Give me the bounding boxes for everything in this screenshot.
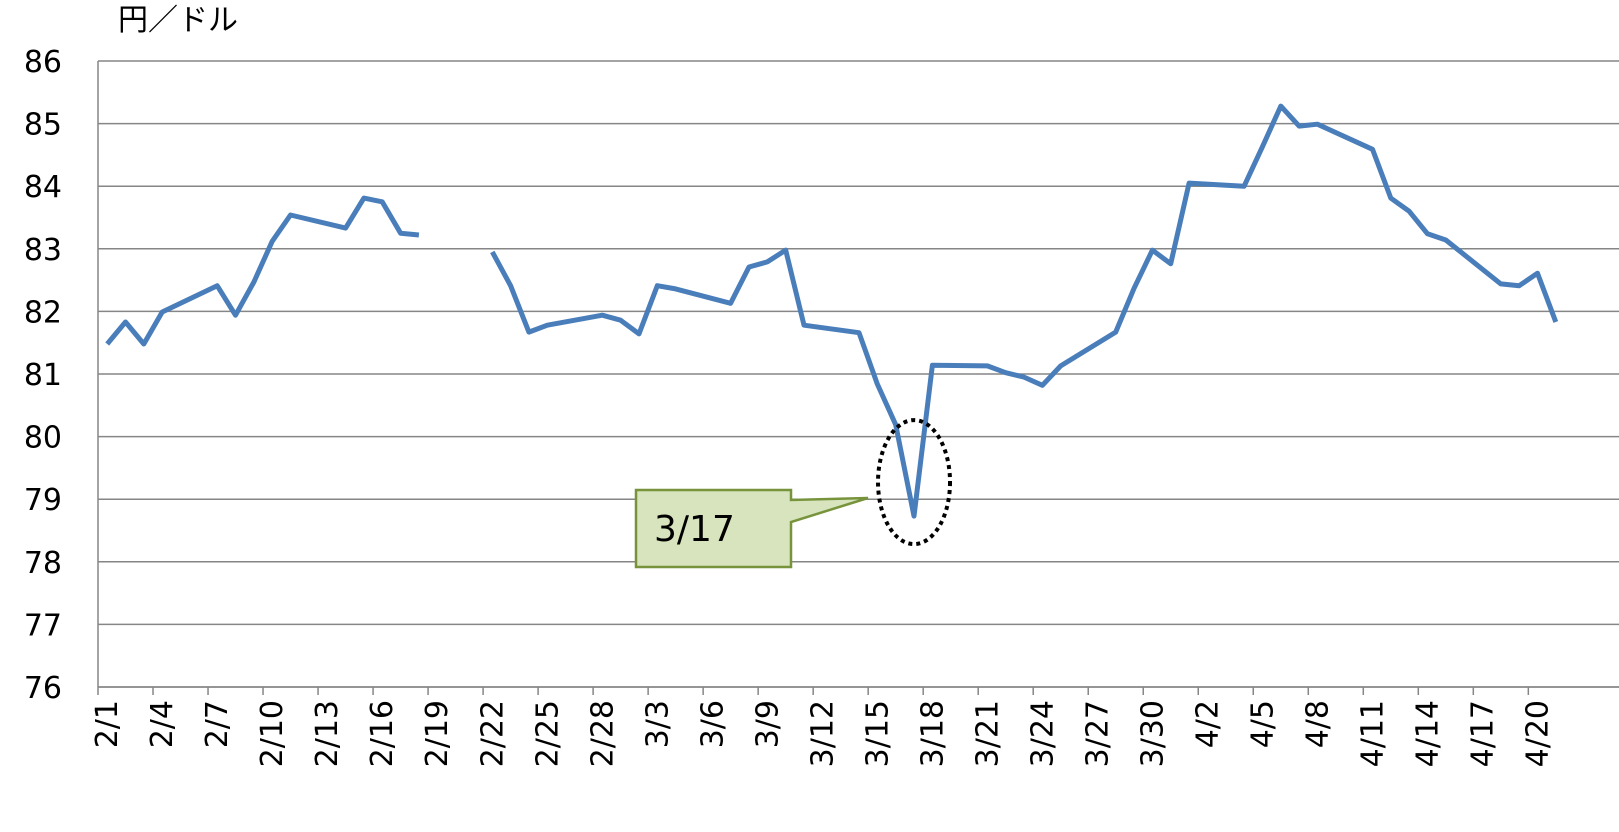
callout-text: 3/17 xyxy=(654,509,735,550)
x-tick-label: 3/9 xyxy=(750,700,785,748)
x-tick-label: 4/20 xyxy=(1520,700,1555,767)
y-tick-label: 85 xyxy=(24,108,62,143)
x-tick-label: 2/10 xyxy=(255,700,290,767)
y-tick-label: 84 xyxy=(24,170,62,205)
x-tick-label: 4/5 xyxy=(1245,700,1280,748)
x-tick-label: 2/28 xyxy=(585,700,620,767)
y-tick-label: 86 xyxy=(24,45,62,80)
callout-box xyxy=(634,488,869,569)
y-tick-label: 82 xyxy=(24,295,62,330)
highlight-ellipse xyxy=(876,418,953,547)
grid xyxy=(98,60,1619,688)
x-tick-label: 3/18 xyxy=(915,700,950,767)
x-tick-label: 3/6 xyxy=(695,700,730,748)
y-axis-label: 円／ドル xyxy=(118,3,238,38)
x-tick-label: 2/1 xyxy=(90,700,125,748)
x-tick-label: 3/15 xyxy=(860,700,895,767)
y-tick-label: 79 xyxy=(24,483,62,518)
y-tick-label: 80 xyxy=(24,421,62,456)
x-tick-label: 3/27 xyxy=(1080,700,1115,767)
y-tick-label: 81 xyxy=(24,358,62,393)
series-line xyxy=(105,103,1559,519)
x-tick-label: 2/16 xyxy=(365,700,400,767)
x-tick-label: 2/25 xyxy=(530,700,565,767)
y-tick-label: 76 xyxy=(24,671,62,706)
y-tick-label: 78 xyxy=(24,546,62,581)
x-tick-label: 4/11 xyxy=(1355,700,1390,767)
x-tick-label: 4/2 xyxy=(1190,700,1225,748)
annotation: 3/17 xyxy=(634,418,953,569)
x-tick-label: 2/4 xyxy=(145,700,180,748)
x-tick-label: 3/24 xyxy=(1025,700,1060,767)
x-tick-label: 2/22 xyxy=(475,700,510,767)
x-tick-label: 4/8 xyxy=(1300,700,1335,748)
x-tick-label: 2/7 xyxy=(200,700,235,748)
x-tick-label: 4/14 xyxy=(1410,700,1445,767)
plot-area xyxy=(105,103,1559,519)
x-tick-label: 3/3 xyxy=(640,700,675,748)
x-tick-label: 2/19 xyxy=(420,700,455,767)
x-tick-label: 3/30 xyxy=(1135,700,1170,767)
y-tick-label: 83 xyxy=(24,233,62,268)
axes: 76 77 78 79 80 81 82 83 84 85 86 2/1 2/4 2/7 2/10 2/13 2… xyxy=(24,45,1619,767)
x-tick-label: 3/12 xyxy=(805,700,840,767)
x-tick-label: 4/17 xyxy=(1465,700,1500,767)
y-tick-label: 77 xyxy=(24,608,62,643)
x-tick-label: 2/13 xyxy=(310,700,345,767)
x-tick-label: 3/21 xyxy=(970,700,1005,767)
